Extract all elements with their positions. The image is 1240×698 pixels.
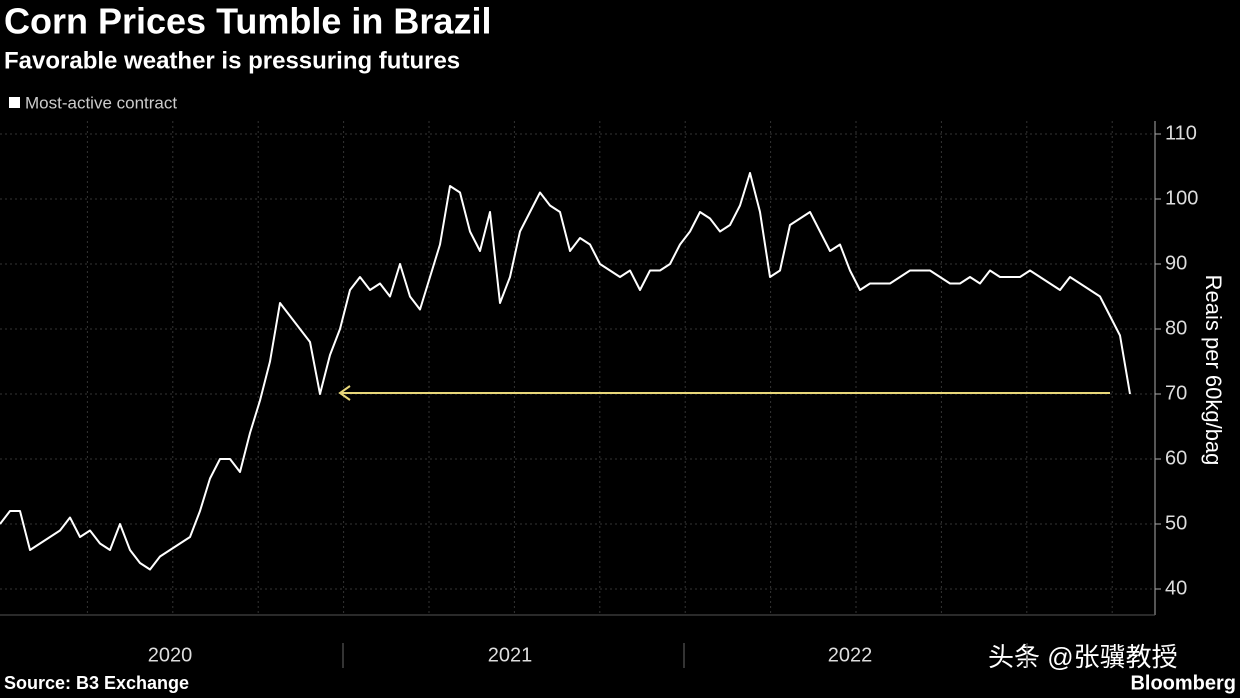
annotation-arrowhead [338,385,351,401]
y-tick-label: 70 [1165,382,1187,404]
y-tick-label: 40 [1165,577,1187,599]
legend-label: Most-active contract [25,93,177,112]
chart-subtitle: Favorable weather is pressuring futures [4,47,460,74]
watermark: 头条 @张骥教授 [988,642,1178,672]
source: Source: B3 Exchange [4,673,189,693]
x-tick-label: 2020 [148,644,193,666]
y-tick-label: 60 [1165,447,1187,469]
y-tick-label: 50 [1165,512,1187,534]
y-tick-label: 100 [1165,187,1198,209]
y-tick-label: 90 [1165,252,1187,274]
x-tick-label: 2021 [488,644,533,666]
y-tick-label: 110 [1165,122,1197,144]
legend-swatch [9,97,20,108]
y-axis-label: Reais per 60kg/bag [1201,275,1226,466]
price-line [0,172,1131,571]
brand: Bloomberg [1130,672,1236,694]
x-tick-label: 2022 [828,644,873,666]
y-tick-label: 80 [1165,317,1187,339]
chart-title: Corn Prices Tumble in Brazil [4,1,491,42]
